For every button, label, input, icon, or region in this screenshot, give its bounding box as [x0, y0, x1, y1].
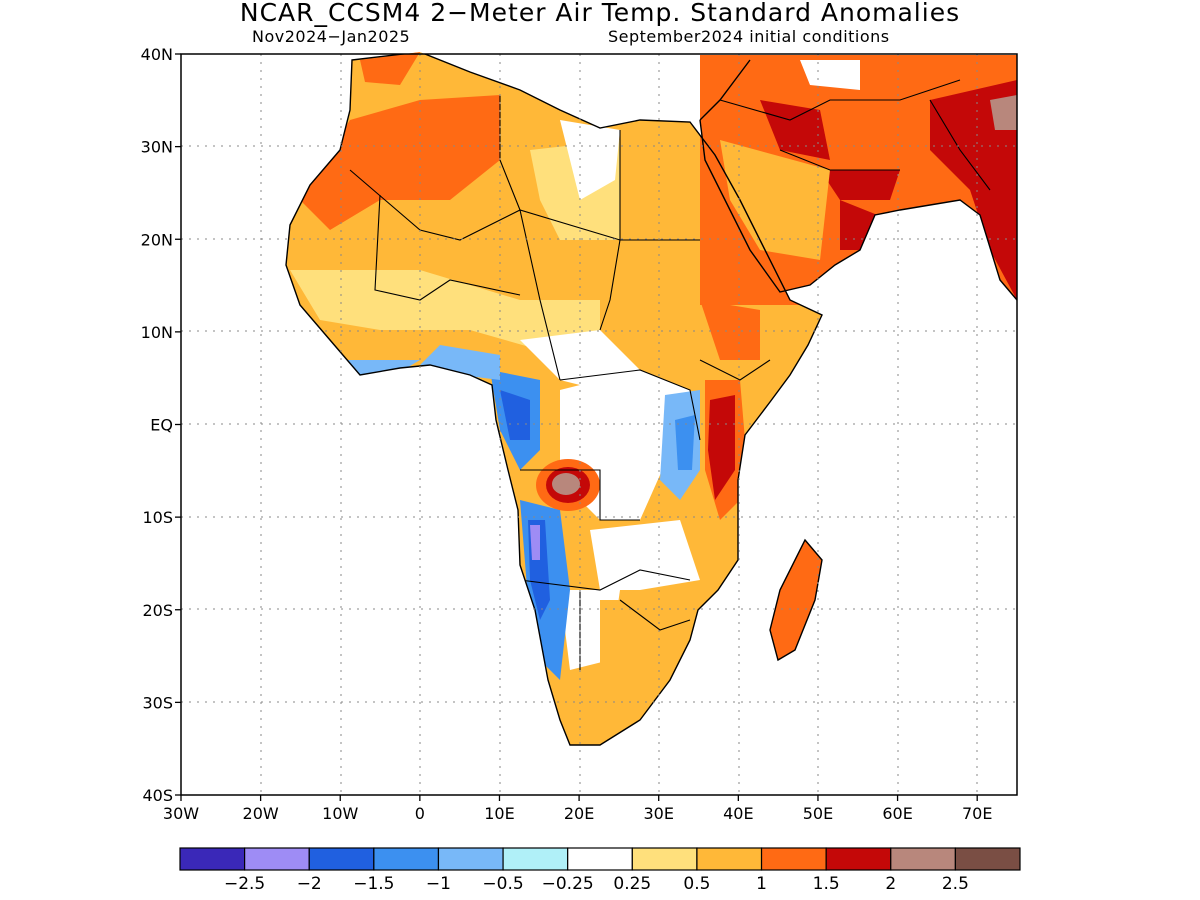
colorbar-label: 1: [756, 874, 767, 894]
colorbar-label: 0.25: [613, 874, 651, 894]
colorbar: −2.5 −2 −1.5 −1 −0.5 −0.25 0.25 0.5 1 1.5 2 2.5: [179, 847, 1021, 894]
x-tick-label: 70E: [962, 804, 992, 823]
y-tick-label: 40S: [142, 786, 173, 805]
forecast-period: Nov2024−Jan2025: [252, 27, 411, 46]
x-tick-label: 50E: [803, 804, 833, 823]
y-tick-label: 40N: [141, 45, 173, 64]
x-tick-label: 10E: [484, 804, 514, 823]
x-axis: 30W 20W 10W 0 10E 20E 30E 40E 50E 60E 70E: [163, 795, 992, 823]
colorbar-swatch: [890, 847, 956, 871]
colorbar-swatch: [954, 847, 1021, 871]
colorbar-label: 1.5: [813, 874, 840, 894]
y-tick-label: 10N: [141, 323, 173, 342]
country-borders: [349, 79, 991, 670]
colorbar-label: 0.5: [683, 874, 710, 894]
colorbar-label: −0.5: [482, 874, 523, 894]
anomaly-field: [286, 52, 1017, 745]
colorbar-swatch: [179, 847, 246, 871]
colorbar-label: −2.5: [224, 874, 265, 894]
colorbar-swatch: [760, 847, 827, 871]
gridlines: [181, 54, 1017, 795]
x-tick-label: 20W: [243, 804, 279, 823]
colorbar-swatch: [631, 847, 698, 871]
x-tick-label: 60E: [882, 804, 912, 823]
y-axis: 40N 30N 20N 10N EQ 10S 20S 30S 40S: [141, 45, 181, 805]
x-tick-label: 10W: [322, 804, 358, 823]
colorbar-swatch: [825, 847, 892, 871]
colorbar-swatch: [567, 847, 633, 871]
x-tick-label: 40E: [723, 804, 753, 823]
x-tick-label: 0: [415, 804, 425, 823]
y-tick-label: 30S: [142, 693, 173, 712]
colorbar-swatch: [437, 847, 504, 871]
colorbar-swatch: [696, 847, 763, 871]
map-title: NCAR_CCSM4 2−Meter Air Temp. Standard An…: [239, 0, 961, 27]
colorbar-swatch: [502, 847, 569, 871]
colorbar-swatch: [308, 847, 375, 871]
colorbar-swatch: [373, 847, 440, 871]
x-tick-label: 20E: [564, 804, 594, 823]
y-tick-label: 20S: [142, 601, 173, 620]
colorbar-label: 2.5: [942, 874, 969, 894]
colorbar-swatch: [244, 847, 310, 871]
y-tick-label: EQ: [150, 416, 173, 435]
colorbar-label: −2: [297, 874, 322, 894]
x-tick-label: 30E: [643, 804, 673, 823]
colorbar-label: 2: [885, 874, 896, 894]
colorbar-label: −0.25: [542, 874, 594, 894]
colorbar-label: −1: [426, 874, 451, 894]
y-tick-label: 20N: [141, 230, 173, 249]
y-tick-label: 10S: [142, 508, 173, 527]
coastlines: [285, 54, 1017, 746]
x-tick-label: 30W: [163, 804, 199, 823]
initial-conditions: September2024 initial conditions: [608, 27, 890, 46]
y-tick-label: 30N: [141, 138, 173, 157]
colorbar-label: −1.5: [353, 874, 394, 894]
